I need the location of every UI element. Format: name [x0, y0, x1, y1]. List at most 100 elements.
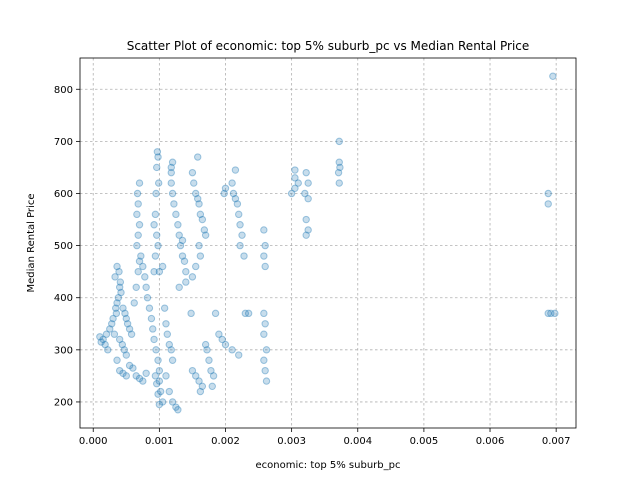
scatter-point: [172, 403, 180, 411]
scatter-point: [151, 252, 160, 260]
scatter-point: [231, 195, 240, 203]
scatter-point: [134, 231, 142, 239]
scatter-point: [168, 158, 177, 166]
scatter-point: [167, 163, 175, 172]
scatter-point: [154, 153, 162, 161]
chart-title: Scatter Plot of economic: top 5% suburb_…: [127, 39, 530, 53]
y-tick-label: 700: [54, 137, 73, 148]
scatter-point: [116, 278, 125, 286]
scatter-point: [240, 252, 248, 260]
scatter-point: [236, 221, 244, 229]
scatter-point: [208, 382, 216, 391]
scatter-point: [122, 314, 130, 323]
scatter-point: [302, 168, 310, 177]
scatter-point: [113, 356, 121, 364]
scatter-point: [260, 309, 268, 318]
scatter-point: [182, 278, 190, 286]
scatter-point: [145, 304, 154, 312]
scatter-point: [544, 189, 552, 198]
scatter-point: [287, 189, 296, 198]
scatter-point: [132, 372, 140, 380]
scatter-point: [113, 299, 121, 307]
scatter-point: [110, 330, 119, 338]
y-axis-ticks: 200 300 400 500 600 700 800: [54, 85, 80, 408]
scatter-point: [153, 163, 161, 172]
scatter-point: [141, 273, 149, 281]
scatter-point: [198, 215, 207, 224]
scatter-point: [209, 372, 218, 380]
scatter-point: [158, 262, 167, 271]
scatter-point: [235, 210, 243, 219]
scatter-point: [155, 377, 164, 385]
scatter-point: [112, 309, 121, 318]
scatter-point: [127, 330, 136, 338]
scatter-point: [190, 179, 198, 187]
y-tick-label: 400: [54, 293, 73, 304]
scatter-point: [151, 372, 160, 380]
scatter-point: [201, 340, 210, 349]
scatter-point: [134, 200, 142, 208]
scatter-point: [133, 210, 141, 219]
scatter-point: [139, 262, 147, 271]
scatter-point: [198, 382, 207, 391]
scatter-point: [165, 340, 173, 349]
scatter-point: [112, 304, 120, 312]
scatter-point: [196, 387, 205, 396]
scatter-point: [236, 241, 244, 250]
scatter-point: [129, 364, 137, 372]
scatter-point: [106, 325, 114, 333]
scatter-point: [196, 210, 205, 219]
scatter-point: [115, 283, 124, 291]
plot-frame: [79, 57, 577, 429]
scatter-point: [152, 189, 160, 198]
scatter-point: [291, 184, 299, 192]
scatter-point: [238, 231, 246, 239]
scatter-point: [301, 189, 309, 198]
scatter-point: [151, 210, 160, 219]
scatter-point: [178, 236, 187, 245]
scatter-point: [167, 168, 175, 177]
scatter-point: [194, 195, 202, 203]
scatter-point: [228, 346, 236, 354]
scatter-point: [125, 325, 134, 333]
scatter-point: [135, 221, 144, 229]
scatter-point: [244, 309, 253, 318]
scatter-point: [114, 294, 123, 302]
scatter-point: [188, 366, 197, 375]
scatter-point: [150, 335, 158, 344]
scatter-point: [215, 330, 223, 338]
scatter-point: [118, 340, 127, 349]
scatter-point: [302, 231, 310, 239]
scatter-point: [122, 351, 130, 359]
scatter-point: [221, 340, 230, 349]
scatter-point: [175, 231, 183, 239]
scatter-point: [155, 400, 164, 409]
scatter-point: [132, 283, 140, 291]
scatter-point: [97, 338, 105, 346]
scatter-point: [162, 320, 170, 328]
scatter-point: [334, 168, 343, 177]
scatter-point: [180, 257, 189, 265]
scatter-point: [291, 166, 299, 174]
x-tick-label: 0.005: [410, 436, 439, 447]
scatter-point: [205, 356, 213, 364]
scatter-point: [241, 309, 250, 318]
scatter-point: [291, 174, 299, 182]
scatter-point: [121, 309, 129, 318]
scatter-point: [115, 267, 123, 276]
x-axis-label: economic: top 5% suburb_pc: [256, 460, 401, 471]
x-tick-label: 0.000: [79, 436, 108, 447]
scatter-point: [137, 252, 145, 260]
scatter-point: [142, 369, 150, 377]
scatter-point: [155, 366, 164, 375]
scatter-point: [195, 377, 203, 385]
scatter-point: [262, 377, 271, 385]
scatter-point: [172, 210, 180, 219]
scatter-point: [135, 179, 144, 187]
scatter-point: [119, 369, 127, 377]
scatter-point: [336, 163, 344, 172]
scatter-point: [549, 72, 557, 80]
scatter-point: [201, 231, 210, 239]
grid-lines: [80, 58, 576, 428]
